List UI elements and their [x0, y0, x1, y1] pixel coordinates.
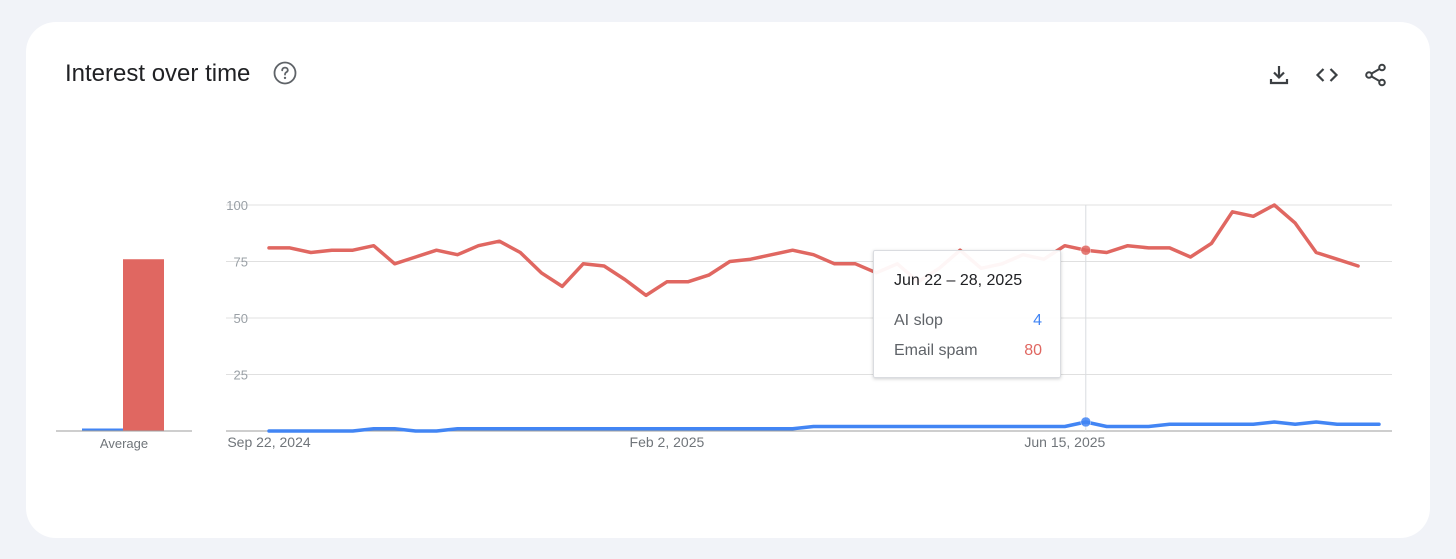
card-title: Interest over time [65, 60, 251, 87]
tooltip-row-email-spam: Email spam 80 [894, 342, 1042, 360]
y-tick-label: 25 [234, 368, 248, 383]
hover-point-email-spam [1080, 244, 1092, 256]
average-bar-email-spam [123, 259, 164, 431]
interest-over-time-card: Interest over time Average 25 50 75 100 Sep … [26, 22, 1430, 538]
x-tick-label: Feb 2, 2025 [630, 434, 705, 450]
download-icon[interactable] [1267, 63, 1291, 87]
tooltip-series-name: Email spam [894, 342, 978, 359]
share-icon[interactable] [1364, 63, 1388, 87]
y-tick-label: 75 [234, 255, 248, 270]
embed-code-icon[interactable] [1315, 63, 1339, 87]
series-line-ai-slop [267, 420, 1381, 433]
help-circle-icon[interactable] [273, 61, 297, 85]
hover-point-ai-slop [1080, 416, 1092, 428]
y-tick-label: 50 [234, 311, 248, 326]
tooltip-series-name: AI slop [894, 312, 943, 329]
average-bar-ai-slop [82, 428, 123, 431]
x-tick-label: Sep 22, 2024 [227, 434, 311, 450]
y-tick-label: 100 [226, 198, 248, 213]
average-bar-chart: Average [56, 259, 192, 451]
tooltip-row-ai-slop: AI slop 4 [894, 312, 1042, 330]
chart-tooltip: Jun 22 – 28, 2025 AI slop 4 Email spam 8… [873, 250, 1061, 378]
x-tick-label: Jun 15, 2025 [1024, 434, 1105, 450]
average-category-label: Average [100, 436, 148, 451]
tooltip-date: Jun 22 – 28, 2025 [894, 272, 1023, 289]
tooltip-series-value: 80 [1024, 342, 1042, 359]
tooltip-series-value: 4 [1033, 312, 1042, 329]
interest-line-chart: 25 50 75 100 Sep 22, 2024 Feb 2, 2025 Jun 15, … [226, 198, 1392, 450]
series-line-email-spam [267, 203, 1360, 298]
